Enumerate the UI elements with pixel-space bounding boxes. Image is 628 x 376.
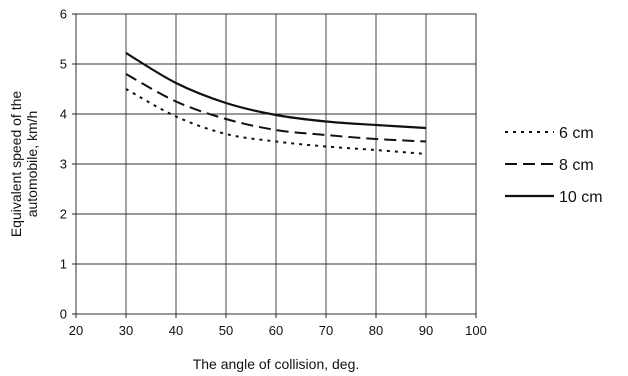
y-tick-label: 6 <box>60 7 67 22</box>
series-line-6-cm <box>125 88 427 155</box>
legend-label: 6 cm <box>559 125 594 142</box>
y-axis-title-line-2: automobile, km/h <box>24 111 40 218</box>
y-axis-title: Equivalent speed of theautomobile, km/h <box>8 91 40 238</box>
series-layer <box>125 52 427 155</box>
x-tick-label: 70 <box>319 323 333 338</box>
x-tick-label: 50 <box>219 323 233 338</box>
y-tick-label: 5 <box>60 57 67 72</box>
x-tick-label: 60 <box>269 323 283 338</box>
x-tick-label: 90 <box>419 323 433 338</box>
x-tick-label: 80 <box>369 323 383 338</box>
y-tick-label: 1 <box>60 257 67 272</box>
series-line-10-cm <box>125 52 427 130</box>
x-axis-title: The angle of collision, deg. <box>193 356 360 372</box>
legend-label: 10 cm <box>559 189 603 206</box>
x-tick-label: 40 <box>169 323 183 338</box>
legend-label: 8 cm <box>559 157 594 174</box>
y-tick-label: 2 <box>60 207 67 222</box>
axis-layer: 20 30 40 50 60 70 80 90 100 0 1 2 3 4 5 6 <box>60 7 487 339</box>
y-tick-label: 4 <box>60 107 67 122</box>
x-tick-label: 20 <box>69 323 83 338</box>
y-tick-label: 0 <box>60 307 67 322</box>
legend: 6 cm 8 cm 10 cm <box>505 125 603 206</box>
series-line-8-cm <box>125 73 427 143</box>
x-tick-label: 30 <box>119 323 133 338</box>
y-axis-title-line-1: Equivalent speed of the <box>8 91 24 238</box>
y-tick-label: 3 <box>60 157 67 172</box>
x-tick-label: 100 <box>465 323 487 338</box>
grid-layer <box>75 13 477 315</box>
